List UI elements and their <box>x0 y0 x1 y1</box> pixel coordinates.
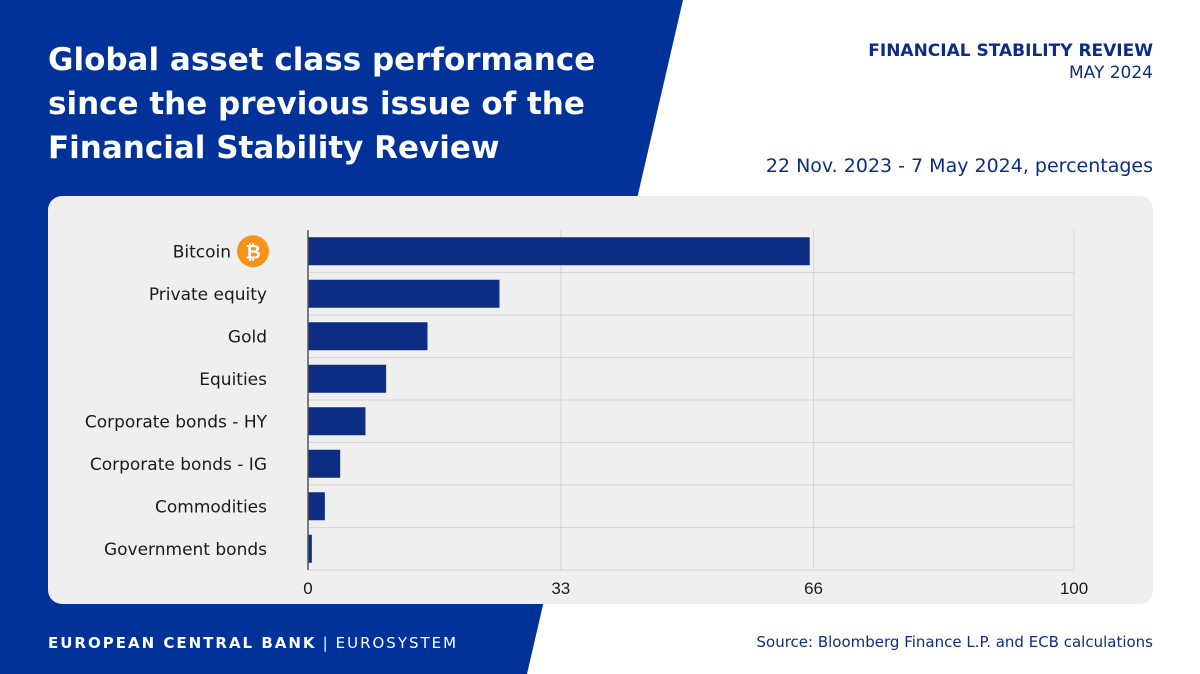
title-line: Financial Stability Review <box>48 130 500 166</box>
bitcoin-icon <box>237 235 269 268</box>
footer-separator: | <box>322 634 330 652</box>
category-label: Gold <box>228 327 267 347</box>
category-label: Equities <box>199 370 267 390</box>
publication-name: FINANCIAL STABILITY REVIEW <box>868 41 1153 61</box>
bar <box>308 279 500 308</box>
x-tick-label: 33 <box>551 579 570 598</box>
bar-chart: Bitcoin ₿ Private equity Gold Equities Corpor… <box>85 230 1088 598</box>
title-line: Global asset class performance <box>48 42 596 78</box>
category-label: Government bonds <box>104 540 267 560</box>
category-label: Commodities <box>155 497 267 517</box>
category-label: Private equity <box>149 285 267 305</box>
source-note: Source: Bloomberg Finance L.P. and ECB c… <box>756 633 1154 651</box>
chart-card: Bitcoin ₿ Private equity Gold Equities Corpor… <box>48 196 1153 604</box>
publication-issue: MAY 2024 <box>1068 63 1153 83</box>
category-label: Corporate bonds - HY <box>85 412 268 432</box>
bank-name: EUROPEAN CENTRAL BANK <box>48 634 317 652</box>
x-tick-label: 0 <box>303 579 312 598</box>
bar <box>308 237 810 266</box>
page-title: Global asset class performance since the… <box>48 38 648 170</box>
bitcoin-icon-glyph: ₿ <box>245 241 260 263</box>
footer-brand: EUROPEAN CENTRAL BANK | EUROSYSTEM <box>48 634 458 652</box>
bar <box>308 322 428 351</box>
category-label: Corporate bonds - IG <box>90 455 267 475</box>
bar <box>308 492 325 521</box>
bar <box>308 449 341 478</box>
x-tick-label: 100 <box>1060 579 1088 598</box>
publication-block: FINANCIAL STABILITY REVIEW MAY 2024 <box>868 40 1153 84</box>
chart-subtitle: 22 Nov. 2023 - 7 May 2024, percentages <box>765 155 1153 177</box>
bar <box>308 534 312 563</box>
category-label: Bitcoin <box>173 242 231 262</box>
x-tick-label: 66 <box>804 579 823 598</box>
bar <box>308 407 366 436</box>
title-line: since the previous issue of the <box>48 86 585 122</box>
system-name: EUROSYSTEM <box>335 634 459 652</box>
bar <box>308 364 387 393</box>
